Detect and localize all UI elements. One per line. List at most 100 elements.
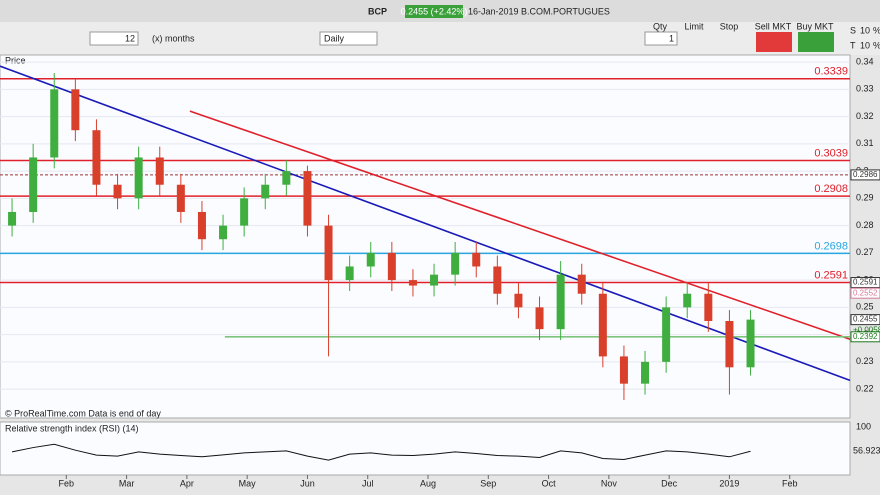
candle-body: [472, 252, 481, 267]
price-tag-label: 0.2392: [853, 332, 878, 341]
price-tag: [850, 287, 880, 299]
candle-body: [71, 89, 80, 131]
price-tag-label: 0.2986: [853, 170, 878, 179]
rsi-title: Relative strength index (RSI) (14): [5, 423, 139, 433]
candle-body: [451, 252, 460, 275]
t-pct: 10: [860, 40, 870, 50]
price-tag-label: 0.2455: [853, 315, 878, 324]
buy-button[interactable]: [798, 32, 834, 52]
interval: Daily: [324, 33, 345, 43]
price-tag: [850, 314, 880, 326]
x-tick-label: Feb: [782, 478, 798, 488]
price-tag: [850, 331, 880, 343]
pct: %: [873, 25, 880, 35]
candle-body: [662, 307, 671, 362]
price-tag-label: 0.2591: [853, 278, 878, 287]
footer: © ProRealTime.com Data is end of day: [5, 408, 161, 418]
price-tag-label: 0.2552: [853, 288, 878, 297]
period: 12: [125, 33, 135, 43]
candle-body: [387, 252, 396, 281]
x-tick-label: Sep: [480, 478, 496, 488]
qty-label: Qty: [653, 21, 668, 31]
level-label: 0.2908: [814, 183, 848, 195]
candle-body: [430, 274, 439, 286]
qty: 1: [669, 33, 674, 43]
candle-body: [92, 130, 101, 185]
symbol: BCP: [368, 6, 387, 16]
period-unit: (x) months: [152, 33, 195, 43]
quote-box: [405, 5, 463, 18]
buy-label: Buy MKT: [796, 21, 834, 31]
candle-body: [134, 157, 143, 199]
x-tick-label: Nov: [601, 478, 618, 488]
candle-body: [514, 293, 523, 308]
price-panel: [0, 54, 851, 419]
candle-body: [197, 211, 206, 240]
candle-body: [493, 266, 502, 294]
limit[interactable]: Limit: [684, 21, 704, 31]
y-tick-label: 0.34: [856, 56, 874, 66]
candle-body: [598, 293, 607, 357]
candle-body: [683, 293, 692, 308]
candle-body: [366, 252, 375, 267]
x-tick-label: Oct: [542, 478, 557, 488]
x-tick-label: Feb: [59, 478, 75, 488]
y-tick-label: 0.22: [856, 383, 874, 393]
candle-body: [746, 319, 755, 368]
candle-body: [176, 184, 185, 212]
candle-body: [324, 225, 333, 281]
rsi-panel: [0, 421, 851, 476]
candle-body: [113, 184, 122, 199]
candle-body: [50, 89, 59, 158]
level-label: 0.3339: [814, 66, 848, 78]
candle-body: [219, 225, 228, 240]
price-tag: [850, 277, 880, 289]
interval-select[interactable]: [319, 31, 378, 46]
candle-body: [8, 211, 17, 226]
level-label: 0.3039: [814, 147, 848, 159]
candle-body: [408, 280, 417, 286]
candle-body: [29, 157, 38, 212]
x-tick-label: May: [239, 478, 257, 488]
candle-body: [303, 171, 312, 226]
y-tick-label: 0.27: [856, 247, 874, 257]
price-tag: [850, 169, 880, 181]
candle-body: [577, 274, 586, 294]
change-label: +0.0058: [853, 326, 880, 335]
x-tick-label: Aug: [420, 478, 436, 488]
rsi-line: [11, 443, 751, 461]
sell-label: Sell MKT: [755, 21, 792, 31]
x-tick-label: Mar: [119, 478, 135, 488]
candle-body: [725, 320, 734, 368]
y-tick-label: 0.31: [856, 138, 874, 148]
y-tick-label: 0.33: [856, 84, 874, 94]
x-tick-label: Dec: [661, 478, 678, 488]
rsi-tick: 100: [856, 421, 871, 431]
candle-body: [240, 198, 249, 226]
x-tick-label: Jun: [300, 478, 315, 488]
x-tick-label: Jul: [362, 478, 374, 488]
price-title: Price: [5, 55, 26, 65]
x-tick-label: 2019: [719, 478, 739, 488]
stop[interactable]: Stop: [720, 21, 739, 31]
level-label: 0.2698: [814, 240, 848, 252]
y-tick-label: 0.32: [856, 111, 874, 121]
candle-body: [619, 356, 628, 384]
y-tick-label: 0.23: [856, 356, 874, 366]
candle-body: [641, 361, 650, 384]
level-label: 0.2591: [814, 269, 848, 281]
y-tick-label: 0.28: [856, 220, 874, 230]
candle-body: [704, 293, 713, 321]
info: 16-Jan-2019 B.COM.PORTUGUES: [468, 6, 610, 16]
qty-input[interactable]: [644, 31, 678, 46]
period-input[interactable]: [89, 31, 139, 46]
s-label: S: [850, 25, 856, 35]
candle-body: [261, 184, 270, 199]
t-label: T: [850, 40, 856, 50]
s-pct: 10: [860, 25, 870, 35]
rsi-last: 56.923: [853, 446, 880, 456]
sell-button[interactable]: [756, 32, 792, 52]
candle-body: [535, 307, 544, 330]
candle-body: [345, 266, 354, 281]
